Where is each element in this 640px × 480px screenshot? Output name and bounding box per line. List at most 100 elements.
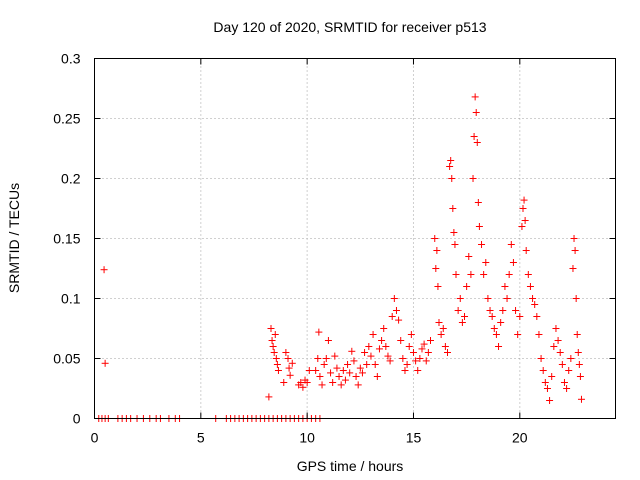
data-point [486,307,494,314]
y-tick-label: 0.2 [61,171,81,187]
chart-title: Day 120 of 2020, SRMTID for receiver p51… [213,19,486,35]
x-tick-label: 15 [406,430,422,446]
data-point [521,217,529,224]
data-point [492,331,500,338]
x-tick-label: 10 [299,430,315,446]
data-point [432,265,440,272]
data-point [403,361,411,368]
data-point [503,295,511,302]
data-point [461,313,469,320]
data-point [356,364,364,372]
data-point [560,379,568,386]
data-point [409,349,417,356]
y-tick-label: 0.3 [61,51,81,67]
data-point [570,235,578,242]
y-tick-label: 0.05 [53,351,80,367]
y-tick-label: 0.15 [53,231,80,247]
data-point [441,343,449,350]
data-point [522,247,530,254]
data-point [407,331,415,338]
data-point [563,385,571,392]
data-point [371,361,379,368]
data-point [505,271,513,278]
data-point [554,337,562,344]
data-point [361,349,369,356]
data-point [572,295,580,302]
y-tick-label: 0.25 [53,111,80,127]
data-point [297,379,305,386]
axis-ticks: 0 5 10 15 20 0 0.05 0.1 0.15 0.2 0.25 0.3 [53,51,616,446]
data-point [416,355,424,362]
data-point [388,313,396,320]
data-point [574,349,582,356]
data-point [447,157,455,164]
data-point [565,367,573,374]
data-point [519,205,527,212]
data-point [305,367,313,374]
data-point [270,349,278,356]
data-point [475,223,483,230]
data-point [535,331,543,338]
data-point [437,331,445,338]
data-points [95,93,585,422]
data-point [463,283,471,290]
data-point [333,364,341,372]
data-point [450,229,458,236]
y-tick-label: 0 [73,411,81,427]
data-point [456,295,464,302]
data-point [516,313,524,320]
data-point [101,359,109,367]
data-point [365,343,373,350]
data-point [382,343,390,350]
data-point [473,139,481,146]
data-point [472,109,480,116]
data-point [543,385,551,392]
data-point [467,271,475,278]
data-point [268,337,276,344]
data-point [454,307,462,314]
data-point [369,331,377,338]
data-point [269,343,277,350]
data-point [316,373,324,380]
data-point [420,340,428,348]
data-point [444,349,452,356]
data-point [285,364,293,372]
data-point [386,357,394,365]
data-point [312,367,320,374]
data-point [512,307,520,314]
data-point [339,367,347,374]
data-point [518,223,526,230]
data-point [395,316,403,324]
data-point [533,313,541,320]
data-point [569,265,577,272]
data-point [480,271,488,278]
data-point [380,325,388,332]
data-point [426,337,434,344]
data-point [322,355,330,362]
data-point [531,301,539,308]
data-point [399,355,407,362]
data-point [414,367,422,374]
data-point [501,283,509,290]
data-point [271,331,279,338]
data-point [433,247,441,254]
data-point [524,271,532,278]
data-point [280,379,288,386]
data-point [573,331,581,338]
x-tick-label: 5 [197,430,205,446]
data-point [520,196,528,204]
data-point [397,337,405,344]
data-point [550,343,558,350]
data-point [495,343,503,350]
data-point [282,349,290,356]
data-point [378,337,386,344]
data-point [567,355,575,362]
data-point [348,347,356,355]
data-point [358,369,366,377]
data-point [100,266,108,274]
data-point [448,175,456,182]
data-point [499,307,507,314]
data-point [373,373,381,380]
data-point [350,357,358,365]
